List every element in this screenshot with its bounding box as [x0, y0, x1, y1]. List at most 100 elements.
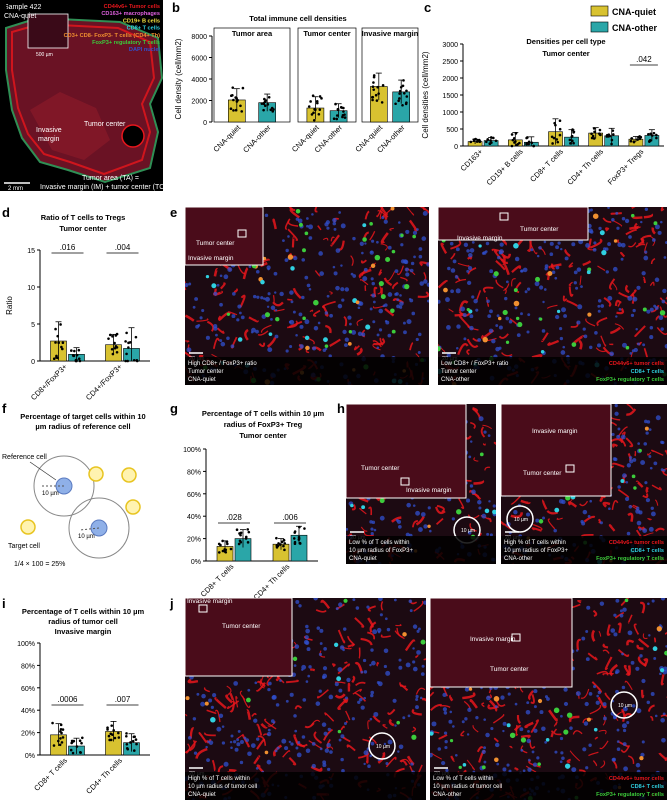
- immune-cell: [296, 209, 301, 214]
- nucleus: [470, 440, 472, 442]
- nucleus: [305, 629, 310, 634]
- nucleus: [456, 324, 460, 328]
- nucleus: [526, 701, 529, 704]
- nucleus: [653, 461, 657, 465]
- data-point: [246, 528, 249, 531]
- nucleus: [585, 702, 589, 706]
- data-point: [125, 732, 128, 735]
- nucleus: [294, 664, 297, 667]
- nucleus: [211, 706, 214, 709]
- data-point: [313, 108, 316, 111]
- data-point: [240, 110, 243, 113]
- nucleus: [293, 256, 297, 260]
- nucleus: [637, 442, 640, 445]
- nucleus: [615, 404, 618, 407]
- nucleus: [588, 515, 591, 518]
- inset-label: Invasive margin: [187, 598, 233, 605]
- nucleus: [659, 672, 662, 675]
- nucleus: [491, 339, 495, 343]
- nucleus: [220, 274, 223, 277]
- nucleus: [256, 270, 260, 274]
- nucleus: [466, 499, 470, 503]
- data-point: [60, 732, 63, 735]
- immune-cell: [567, 712, 572, 717]
- immune-cell: [459, 766, 462, 769]
- data-point: [647, 133, 650, 136]
- chart-subtitle: Invasive margin: [55, 627, 112, 636]
- legend-line: CD3+ CD8- FoxP3- T cell (CD4+Th): [572, 800, 664, 806]
- nucleus: [304, 319, 309, 324]
- nucleus: [358, 306, 361, 309]
- nucleus: [423, 279, 427, 283]
- nucleus: [502, 730, 504, 732]
- immune-cell: [503, 310, 508, 315]
- data-point: [61, 741, 64, 744]
- nucleus: [640, 221, 642, 223]
- nucleus: [527, 730, 530, 733]
- radius-label: 10 µm: [618, 703, 632, 709]
- nucleus: [413, 504, 416, 507]
- nucleus: [527, 768, 531, 772]
- immune-cell: [205, 702, 209, 706]
- nucleus: [646, 498, 650, 502]
- nucleus: [520, 749, 523, 752]
- nucleus: [561, 350, 566, 355]
- nucleus: [251, 743, 256, 748]
- nucleus: [241, 316, 245, 320]
- nucleus: [608, 507, 611, 510]
- nucleus: [441, 761, 445, 765]
- data-point: [126, 748, 129, 751]
- nucleus: [370, 251, 372, 253]
- data-point: [655, 134, 658, 137]
- caption-line: CNA-quiet: [349, 556, 377, 562]
- inset-label: Invasive margin: [457, 235, 503, 242]
- nucleus: [336, 607, 339, 610]
- invasive-margin-label-2: margin: [38, 136, 60, 143]
- nucleus: [371, 661, 376, 666]
- nucleus: [555, 245, 559, 249]
- immune-cell: [506, 341, 509, 344]
- nucleus: [583, 510, 588, 515]
- nucleus: [340, 758, 343, 761]
- data-point: [116, 351, 119, 354]
- immune-cell: [563, 729, 568, 734]
- immune-cell: [632, 474, 636, 478]
- immune-cell: [565, 763, 570, 768]
- nucleus: [344, 343, 348, 347]
- data-point: [299, 542, 302, 545]
- nucleus: [489, 269, 493, 273]
- data-point: [639, 137, 642, 140]
- data-point: [114, 334, 117, 337]
- invasive-margin-label-1: Invasive: [36, 127, 62, 134]
- nucleus: [626, 721, 629, 724]
- nucleus: [658, 315, 663, 320]
- nucleus: [388, 334, 392, 338]
- nucleus: [662, 300, 666, 304]
- data-point: [610, 143, 613, 146]
- nucleus: [285, 258, 289, 262]
- nucleus: [339, 739, 342, 742]
- data-point: [312, 112, 315, 115]
- nucleus: [470, 248, 475, 253]
- data-point: [572, 142, 575, 145]
- nucleus: [483, 718, 486, 721]
- nucleus: [371, 532, 374, 535]
- overview-inset: [185, 598, 292, 676]
- nucleus: [304, 276, 308, 280]
- f-radius-label-2: 10 µm: [78, 534, 95, 540]
- nucleus: [418, 627, 421, 630]
- nucleus: [295, 334, 298, 337]
- nucleus: [416, 338, 419, 341]
- nucleus: [279, 679, 282, 682]
- nucleus: [607, 242, 611, 246]
- y-tick-label: 6000: [191, 56, 207, 63]
- nucleus: [319, 690, 322, 693]
- immune-cell: [392, 250, 396, 254]
- data-point: [525, 137, 528, 140]
- nucleus: [402, 716, 405, 719]
- y-tick-label: 0: [454, 144, 458, 151]
- data-point: [62, 736, 65, 739]
- inset-label: Invasive margin: [188, 255, 234, 262]
- nucleus: [403, 330, 407, 334]
- nucleus: [374, 529, 377, 532]
